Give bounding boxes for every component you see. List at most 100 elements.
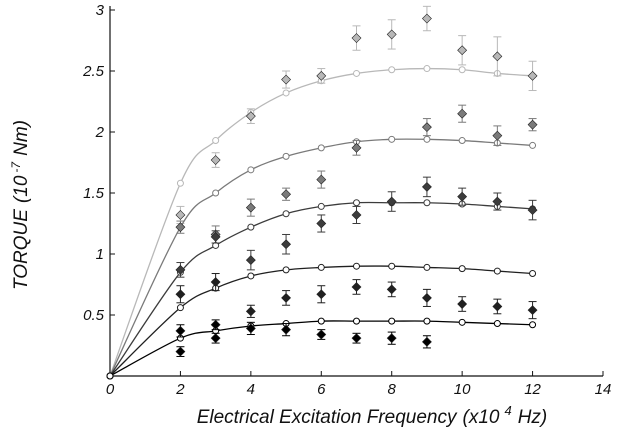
data-point — [386, 196, 397, 207]
data-point — [316, 289, 327, 300]
y-tick-label: 2 — [95, 124, 105, 141]
fit-marker — [212, 137, 220, 145]
fit-marker — [423, 317, 431, 325]
data-point — [316, 218, 327, 229]
data-point — [457, 45, 468, 56]
data-point — [281, 239, 291, 250]
x-tick-label: 2 — [175, 381, 185, 398]
fit-marker — [317, 144, 325, 152]
data-point — [351, 33, 362, 43]
x-tick-label: 0 — [106, 381, 115, 398]
fit-marker — [282, 266, 290, 274]
data-point — [351, 282, 362, 292]
fit-marker — [458, 318, 466, 326]
data-point — [245, 202, 256, 213]
data-point — [457, 108, 468, 119]
data-point — [316, 329, 327, 340]
x-axis-title: Electrical Excitation Frequency (x10 4 Hz) — [197, 403, 548, 428]
data-point — [316, 174, 327, 185]
data-point — [457, 299, 468, 309]
fit-marker — [493, 320, 501, 328]
x-axis-unit-prefix: (x10 — [463, 407, 500, 428]
data-point — [492, 51, 503, 62]
y-tick-label: 1 — [96, 246, 104, 263]
data-point — [210, 231, 221, 242]
fit-marker — [388, 66, 396, 74]
fit-marker — [176, 304, 184, 312]
fit-marker — [212, 189, 220, 197]
fit-marker — [388, 317, 396, 325]
fit-marker — [282, 210, 290, 218]
data-point — [175, 210, 186, 220]
fit-marker — [247, 223, 255, 231]
data-point — [210, 155, 221, 165]
data-point — [422, 181, 432, 192]
fit-marker — [353, 262, 360, 270]
data-point — [245, 255, 256, 266]
data-point — [175, 289, 186, 300]
fit-marker — [423, 65, 431, 73]
data-point — [281, 74, 291, 85]
x-axis-title-text: Electrical Excitation Frequency (x10 4 Hz) — [197, 403, 548, 428]
data-point — [351, 333, 362, 344]
data-point — [351, 210, 362, 220]
y-axis-unit-prefix: (10 — [11, 175, 32, 203]
data-point — [245, 111, 256, 122]
data-point — [492, 196, 503, 207]
x-tick-label: 12 — [524, 381, 541, 398]
y-tick-label: 3 — [96, 2, 105, 19]
fit-marker — [106, 372, 114, 380]
fit-marker — [353, 199, 360, 207]
fit-marker — [423, 199, 431, 207]
x-tick-label: 14 — [595, 381, 612, 398]
plot-area: 0 2 4 6 8 10 12 14 0.5 1 1.5 2 2.5 3 — [82, 2, 611, 398]
fit-marker — [317, 263, 325, 271]
y-axis-unit-exp: -7 — [9, 161, 23, 173]
data-point — [351, 142, 362, 153]
x-tick-label: 6 — [317, 381, 326, 398]
data-point — [386, 29, 397, 40]
fit-marker — [282, 89, 290, 97]
y-tick-label: 0.5 — [83, 307, 105, 324]
series-4 — [106, 262, 538, 380]
data-point — [527, 305, 538, 316]
fit-marker — [458, 137, 466, 145]
fit-marker — [317, 202, 325, 210]
data-point — [175, 325, 186, 336]
data-point — [422, 292, 432, 303]
y-axis-unit-suffix: Nm) — [11, 120, 32, 156]
x-axis-label: Electrical Excitation Frequency — [197, 407, 458, 428]
data-point — [210, 333, 221, 344]
series-3 — [106, 176, 538, 380]
data-point — [281, 324, 291, 335]
fit-marker — [247, 166, 255, 174]
fit-marker — [423, 263, 431, 271]
data-point — [175, 264, 186, 275]
data-point — [386, 284, 397, 295]
x-axis-unit-exp: 4 — [504, 403, 511, 418]
fit-marker — [458, 66, 466, 74]
fit-marker — [176, 179, 184, 187]
fit-marker — [282, 152, 290, 160]
series-5 — [106, 317, 537, 380]
y-axis-title-text: TORQUE (10 -7 Nm) — [9, 120, 32, 290]
fit-marker — [317, 317, 325, 325]
fit-marker — [388, 262, 396, 270]
y-tick-label: 1.5 — [83, 185, 105, 202]
x-tick-label: 4 — [247, 381, 255, 398]
x-tick-label: 10 — [454, 381, 471, 398]
fit-marker — [353, 69, 360, 77]
data-point — [527, 119, 538, 130]
data-point — [492, 301, 503, 312]
y-tick-label: 2.5 — [82, 63, 105, 80]
fit-marker — [529, 270, 537, 278]
fit-marker — [529, 141, 537, 149]
data-point — [527, 70, 538, 81]
data-point — [281, 292, 291, 303]
fit-marker — [529, 321, 537, 329]
data-point — [422, 122, 432, 133]
x-axis-unit-suffix: Hz) — [518, 407, 548, 428]
data-point — [245, 306, 256, 317]
fit-marker — [247, 272, 255, 280]
